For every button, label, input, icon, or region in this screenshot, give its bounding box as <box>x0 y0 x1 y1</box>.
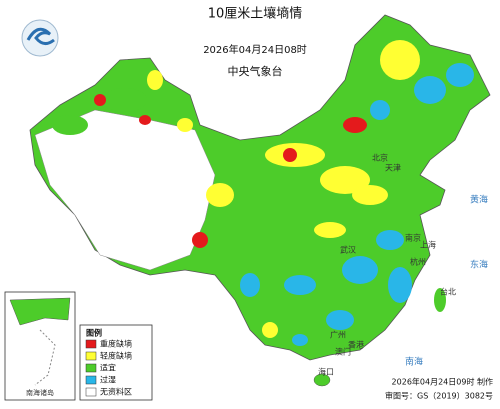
footer-approval: 审图号：GS（2019）3082号 <box>385 391 493 401</box>
title: 10厘米土壤墒情 <box>208 6 303 22</box>
city-label: 北京 <box>372 153 388 163</box>
city-label: 武汉 <box>340 245 356 255</box>
legend-label: 适宜 <box>100 363 116 373</box>
inset-label: 南海诸岛 <box>26 388 54 397</box>
legend-label: 轻度缺墒 <box>100 351 132 361</box>
city-label: 南京 <box>405 233 421 243</box>
legend-label: 过湿 <box>100 375 116 385</box>
time: 2026年04月24日08时 <box>203 43 307 56</box>
legend-label: 重度缺墒 <box>100 339 132 349</box>
sea-label: 黄海 <box>470 194 488 206</box>
sea-label: 东海 <box>470 259 488 271</box>
legend-swatch <box>85 363 97 373</box>
footer-made: 2026年04月24日09时 制作 <box>392 377 493 387</box>
legend-swatch <box>85 375 97 385</box>
logo <box>21 19 59 57</box>
city-label: 海口 <box>318 367 334 377</box>
city-label: 台北 <box>440 287 456 297</box>
legend-swatch <box>85 351 97 361</box>
legend-swatch <box>85 387 97 397</box>
city-label: 澳门 <box>335 347 351 357</box>
sea-label: 南海 <box>405 356 423 368</box>
city-label: 天津 <box>385 163 401 173</box>
legend-title: 图例 <box>86 328 102 338</box>
city-label: 上海 <box>420 240 436 250</box>
legend-swatch <box>85 339 97 349</box>
moisture-patches <box>52 40 474 387</box>
city-label: 广州 <box>330 330 346 340</box>
legend-label: 无资料区 <box>100 387 132 397</box>
city-label: 杭州 <box>410 257 426 267</box>
agency: 中央气象台 <box>228 64 283 78</box>
inset-map: 南海诸岛 <box>4 291 76 401</box>
city-label: 香港 <box>348 340 364 350</box>
